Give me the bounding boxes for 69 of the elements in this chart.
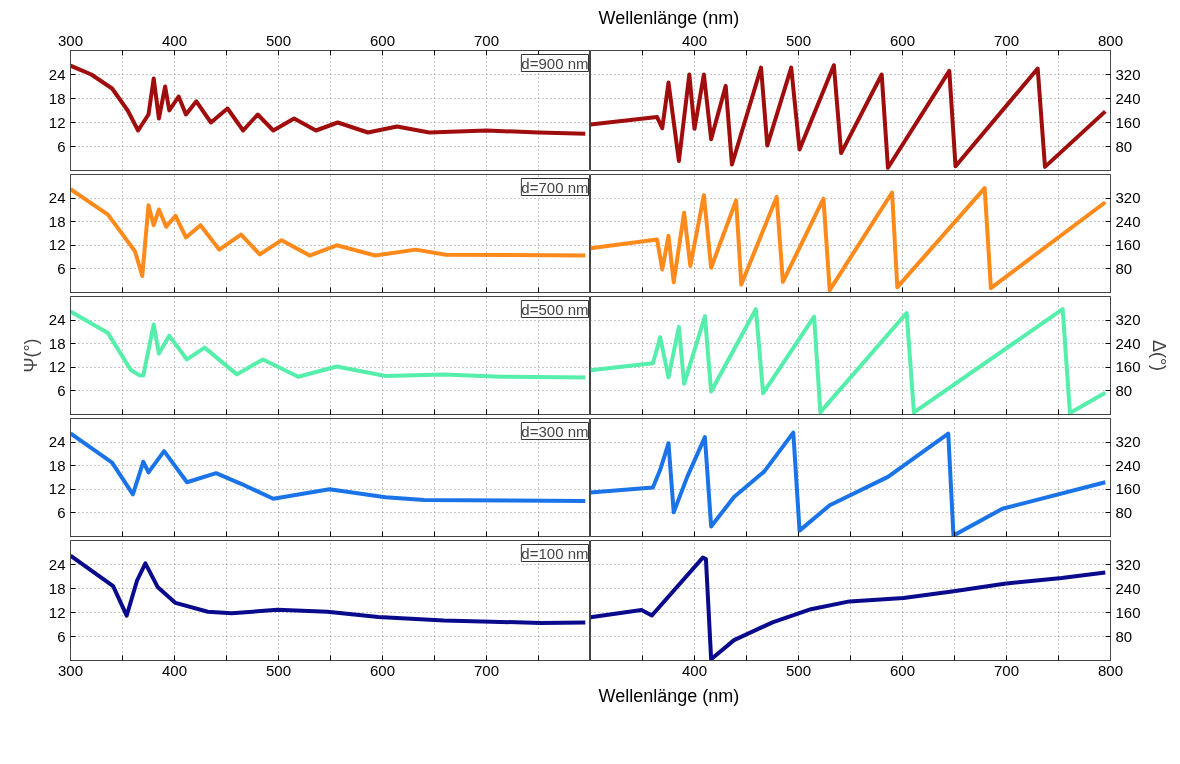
x-tick-label: 400: [681, 31, 708, 49]
y-tick-label: 6: [57, 137, 66, 155]
y2-tick-label: 80: [1115, 381, 1133, 399]
y-tick-label: 24: [48, 555, 66, 573]
x-tick-label: 700: [473, 661, 500, 679]
y2-tick-label: 80: [1115, 137, 1133, 155]
x-tick-label: 400: [681, 661, 708, 679]
y-tick-label: 18: [48, 456, 66, 474]
x-tick-label: 600: [889, 661, 916, 679]
y-tick-label: 24: [48, 433, 66, 451]
y2-tick-label: 240: [1115, 579, 1141, 597]
y-tick-label: 12: [48, 236, 66, 254]
y2-tick-label: 320: [1115, 65, 1141, 83]
y-tick-label: 24: [48, 311, 66, 329]
x-tick-label: 600: [369, 31, 396, 49]
y2-tick-label: 320: [1115, 311, 1141, 329]
x-tick-label: 500: [265, 661, 292, 679]
y2-tick-label: 80: [1115, 259, 1133, 277]
y2-tick-label: 240: [1115, 212, 1141, 230]
x-tick-label: 500: [265, 31, 292, 49]
x-tick-label: 500: [785, 661, 812, 679]
y2-tick-label: 240: [1115, 89, 1141, 107]
y2-axis-title: Δ(°): [1148, 339, 1169, 372]
x-tick-label: 300: [57, 31, 84, 49]
x-tick-label: 400: [161, 31, 188, 49]
y2-tick-label: 320: [1115, 189, 1141, 207]
y2-tick-label: 80: [1115, 503, 1133, 521]
x-axis-title: Wellenlänge (nm): [598, 7, 740, 28]
x-axis-title: Wellenlänge (nm): [598, 685, 740, 706]
x-tick-label: 800: [1097, 31, 1124, 49]
x-tick-label: 400: [161, 661, 188, 679]
y-tick-label: 12: [48, 480, 66, 498]
y-axis-title: Ψ(°): [20, 338, 41, 373]
y-tick-label: 24: [48, 65, 66, 83]
annotation: d=100 nm: [521, 544, 589, 562]
y-tick-label: 6: [57, 503, 66, 521]
y-tick-label: 6: [57, 627, 66, 645]
x-tick-label: 800: [1097, 661, 1124, 679]
y-tick-label: 12: [48, 113, 66, 131]
x-tick-label: 600: [369, 661, 396, 679]
y-tick-label: 18: [48, 212, 66, 230]
annotation: d=500 nm: [521, 300, 589, 318]
x-tick-label: 600: [889, 31, 916, 49]
y2-tick-label: 240: [1115, 456, 1141, 474]
y-tick-label: 18: [48, 89, 66, 107]
annotation: d=700 nm: [521, 178, 589, 196]
x-tick-label: 300: [57, 661, 84, 679]
y2-tick-label: 160: [1115, 480, 1141, 498]
y-tick-label: 24: [48, 189, 66, 207]
y-tick-label: 12: [48, 603, 66, 621]
y-tick-label: 18: [48, 334, 66, 352]
y2-tick-label: 240: [1115, 334, 1141, 352]
y2-tick-label: 160: [1115, 603, 1141, 621]
y2-tick-label: 320: [1115, 555, 1141, 573]
y-tick-label: 6: [57, 381, 66, 399]
y-tick-label: 12: [48, 358, 66, 376]
y-tick-label: 6: [57, 259, 66, 277]
y2-tick-label: 80: [1115, 627, 1133, 645]
y2-tick-label: 160: [1115, 358, 1141, 376]
y2-tick-label: 160: [1115, 113, 1141, 131]
annotation: d=300 nm: [521, 422, 589, 440]
y-tick-label: 18: [48, 579, 66, 597]
x-tick-label: 700: [473, 31, 500, 49]
x-tick-label: 500: [785, 31, 812, 49]
x-tick-label: 700: [993, 31, 1020, 49]
y2-tick-label: 320: [1115, 433, 1141, 451]
annotation: d=900 nm: [521, 54, 589, 72]
x-tick-label: 700: [993, 661, 1020, 679]
y2-tick-label: 160: [1115, 236, 1141, 254]
